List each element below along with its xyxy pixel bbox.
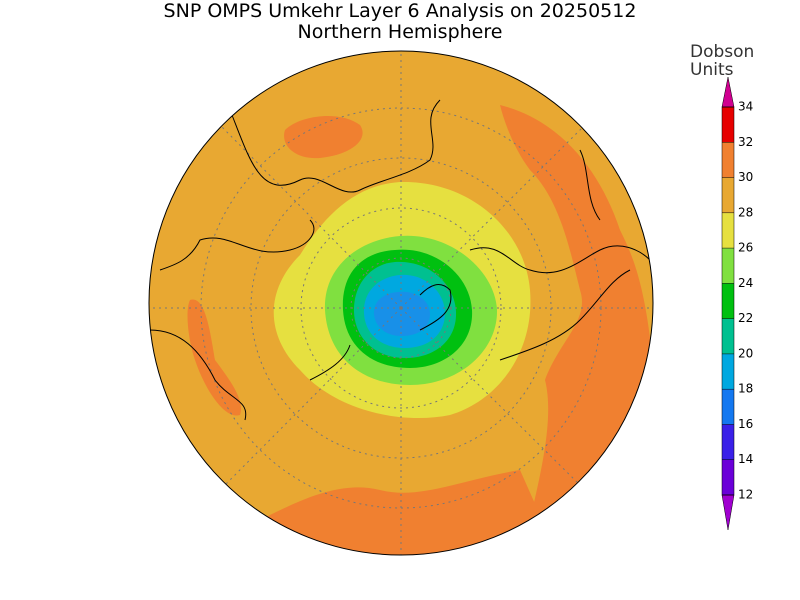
colorbar-band	[722, 459, 734, 495]
colorbar-tick-label: 34	[738, 100, 753, 114]
colorbar-band	[722, 424, 734, 460]
colorbar-band	[722, 142, 734, 178]
map-border	[148, 50, 654, 556]
colorbar: Dobson Units 12 14 16 18 20 22 24 26 28 30 32 34	[690, 42, 754, 531]
colorbar-band	[722, 283, 734, 319]
colorbar-label: Units	[690, 60, 734, 80]
colorbar-under	[721, 494, 735, 531]
colorbar-tick-label: 12	[738, 488, 753, 502]
colorbar-tick-label: 26	[738, 241, 753, 255]
colorbar-band	[722, 318, 734, 354]
colorbar-band	[722, 107, 734, 143]
colorbar-tick-label: 28	[738, 205, 753, 219]
graticule	[150, 51, 653, 555]
colorbar-band	[722, 248, 734, 284]
colorbar-tick-label: 14	[738, 452, 753, 466]
colorbar-tick-label: 30	[738, 170, 753, 184]
colorbar-band	[722, 212, 734, 249]
coastlines	[149, 99, 651, 421]
colorbar-tick-label: 24	[738, 276, 753, 290]
title: SNP OMPS Umkehr Layer 6 Analysis on 2025…	[164, 0, 637, 22]
colorbar-band	[722, 177, 734, 213]
colorbar-tick-label: 22	[738, 311, 753, 325]
colorbar-label: Dobson	[690, 42, 754, 62]
subtitle: Northern Hemisphere	[298, 21, 503, 43]
colorbar-tick-label: 18	[738, 382, 753, 396]
colorbar-tick-label: 32	[738, 135, 753, 149]
colorbar-over	[721, 76, 735, 108]
colorbar-band	[722, 389, 734, 425]
colorbar-tick-label: 16	[738, 417, 753, 431]
colorbar-band	[722, 353, 734, 390]
colorbar-tick-label: 20	[738, 346, 753, 360]
